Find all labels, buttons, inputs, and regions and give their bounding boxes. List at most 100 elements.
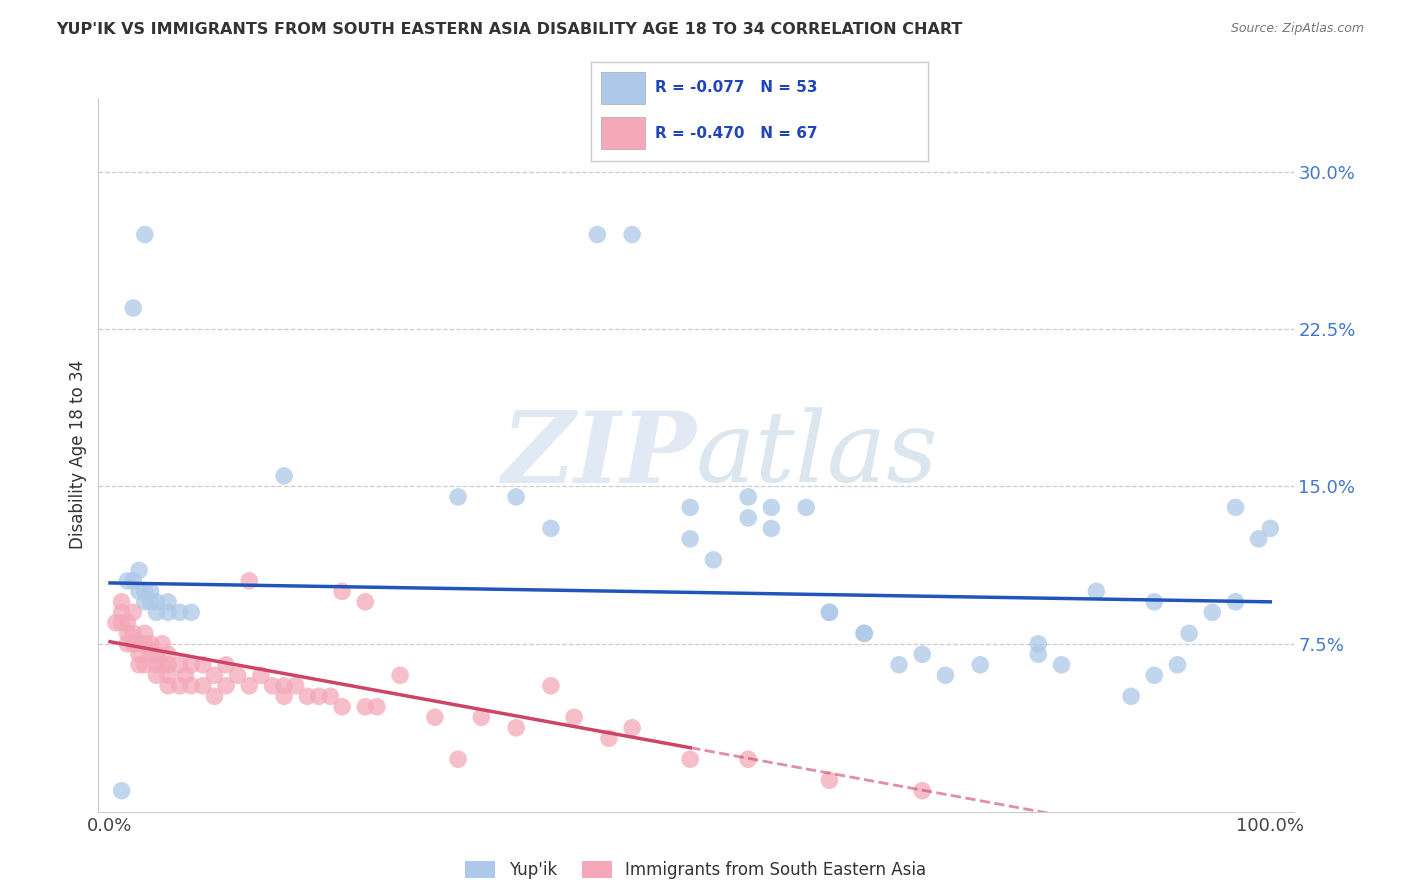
Point	[562, 710, 585, 724]
Point	[117, 574, 139, 588]
Point	[911, 783, 934, 797]
Text: YUP'IK VS IMMIGRANTS FROM SOUTH EASTERN ASIA DISABILITY AGE 18 TO 34 CORRELATION: YUP'IK VS IMMIGRANTS FROM SOUTH EASTERN …	[56, 22, 963, 37]
Point	[354, 595, 377, 609]
Point	[679, 532, 702, 546]
Point	[354, 699, 377, 714]
Point	[157, 668, 180, 682]
Point	[150, 657, 173, 672]
Point	[117, 626, 139, 640]
Point	[737, 490, 759, 504]
Point	[174, 668, 197, 682]
Point	[169, 679, 191, 693]
Point	[969, 657, 991, 672]
Point	[238, 679, 260, 693]
Point	[128, 657, 150, 672]
Point	[308, 690, 330, 704]
Point	[1201, 605, 1223, 619]
Point	[794, 500, 817, 515]
Point	[215, 657, 238, 672]
Point	[702, 553, 724, 567]
Point	[934, 668, 956, 682]
Point	[122, 637, 145, 651]
Point	[111, 605, 134, 619]
Point	[134, 637, 156, 651]
Point	[737, 752, 759, 766]
Point	[540, 679, 562, 693]
Point	[540, 521, 562, 535]
Text: atlas: atlas	[696, 408, 939, 502]
Text: R = -0.077   N = 53: R = -0.077 N = 53	[655, 80, 817, 95]
Point	[911, 648, 934, 662]
Point	[226, 668, 249, 682]
Point	[1119, 690, 1142, 704]
Y-axis label: Disability Age 18 to 34: Disability Age 18 to 34	[69, 360, 87, 549]
Bar	[600, 72, 644, 103]
Point	[598, 731, 620, 746]
Point	[250, 668, 273, 682]
Text: R = -0.470   N = 67: R = -0.470 N = 67	[655, 126, 817, 141]
Bar	[600, 118, 644, 149]
Point	[215, 679, 238, 693]
Point	[122, 605, 145, 619]
Point	[117, 615, 139, 630]
Point	[169, 657, 191, 672]
Point	[505, 490, 527, 504]
Point	[157, 605, 180, 619]
Point	[1085, 584, 1108, 599]
Point	[853, 626, 876, 640]
Point	[134, 626, 156, 640]
Point	[134, 657, 156, 672]
Point	[330, 699, 353, 714]
Point	[586, 227, 609, 242]
Point	[1166, 657, 1188, 672]
Point	[204, 668, 226, 682]
Point	[887, 657, 910, 672]
Point	[1143, 668, 1166, 682]
Point	[169, 605, 191, 619]
Point	[150, 637, 173, 651]
Point	[191, 657, 214, 672]
Point	[1026, 637, 1049, 651]
Legend: Yup'ik, Immigrants from South Eastern Asia: Yup'ik, Immigrants from South Eastern As…	[458, 854, 934, 886]
Point	[1050, 657, 1073, 672]
Point	[1026, 648, 1049, 662]
Point	[284, 679, 307, 693]
Point	[145, 657, 167, 672]
Point	[423, 710, 446, 724]
Point	[111, 595, 134, 609]
Point	[128, 637, 150, 651]
Point	[145, 605, 167, 619]
Point	[679, 500, 702, 515]
Point	[128, 648, 150, 662]
Point	[621, 721, 644, 735]
Point	[145, 595, 167, 609]
Point	[1258, 521, 1281, 535]
Point	[761, 500, 783, 515]
Point	[1247, 532, 1270, 546]
Point	[761, 521, 783, 535]
Point	[273, 690, 295, 704]
Text: Source: ZipAtlas.com: Source: ZipAtlas.com	[1230, 22, 1364, 36]
Point	[157, 657, 180, 672]
Point	[1143, 595, 1166, 609]
Point	[238, 574, 260, 588]
Point	[111, 783, 134, 797]
Point	[111, 615, 134, 630]
Point	[470, 710, 492, 724]
Point	[505, 721, 527, 735]
Point	[737, 511, 759, 525]
Point	[262, 679, 284, 693]
Point	[191, 679, 214, 693]
Point	[273, 679, 295, 693]
Point	[679, 752, 702, 766]
Point	[134, 227, 156, 242]
Point	[117, 637, 139, 651]
Point	[273, 469, 295, 483]
Point	[818, 605, 841, 619]
Point	[204, 690, 226, 704]
Point	[104, 615, 127, 630]
Point	[180, 679, 202, 693]
Point	[157, 679, 180, 693]
Point	[1225, 595, 1247, 609]
Point	[389, 668, 412, 682]
